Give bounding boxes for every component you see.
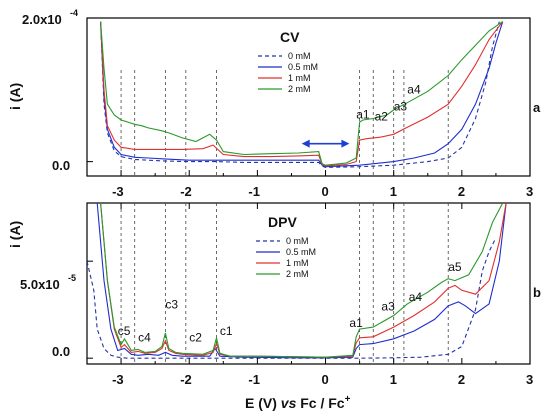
arrow-head-right [341,139,350,148]
x-tick-label: -3 [112,372,124,387]
x-tick-label: 1 [390,372,397,387]
axis-ticks [86,17,531,364]
panel-b-frame [86,202,531,365]
peak-label-a1: a1 [356,108,370,122]
shared-xtick-labels: -3 -2 -1 0 1 2 3 [112,184,533,199]
scan-direction-arrow [301,139,350,148]
panel-a-ytick-top-exponent: -4 [70,8,78,18]
x-tick-label: -1 [248,184,260,199]
legend-label: 1 mM [288,73,311,83]
series-line-1-mm [100,21,504,167]
legend-label: 2 mM [286,269,309,279]
series-line-2-mm [100,203,504,358]
panel-a-ytick-zero: 0.0 [52,158,70,173]
panel-b-annotations: c5 c4 c3 c2 c1 a1 a3 a4 a5 [118,260,462,345]
panel-b-title: DPV [268,214,297,230]
panel-a-legend: 0 mM0.5 mM1 mM2 mM [258,51,318,94]
peak-label-c5: c5 [118,324,131,338]
x-tick-label: 0 [322,372,329,387]
x-tick-label: 3 [526,372,533,387]
panel-b-ylabel: i (A) [7,221,23,248]
peak-guide-lines [120,70,449,364]
panel-b-legend: 0 mM0.5 mM1 mM2 mM [256,236,316,279]
bottom-xtick-labels: -3 -2 -1 0 1 2 3 [112,372,533,387]
series-line-0-mm [100,21,500,168]
peak-label-a4: a4 [409,290,423,304]
panel-a-series [100,21,504,168]
peak-label-c4: c4 [138,331,151,345]
legend-label: 0.5 mM [288,62,318,72]
x-tick-label: 3 [526,184,533,199]
peak-label-a4: a4 [407,82,421,96]
series-line-0.5-mm [100,21,504,168]
panel-b-ytick-top: 5.0x10 [20,277,60,292]
panel-a-frame [86,17,531,177]
x-tick-label: 2 [458,372,465,387]
legend-label: 2 mM [288,84,311,94]
panel-b-ytick-top-exponent: -5 [68,273,76,283]
panel-a-ytick-top: 2.0x10 [22,12,62,27]
peak-label-a2: a2 [375,110,389,124]
legend-label: 0.5 mM [286,247,316,257]
panel-a-annotations: a1 a2 a3 a4 [356,82,421,123]
panel-b-series [87,203,507,359]
arrow-head-left [301,139,310,148]
panel-a-ylabel: i (A) [7,83,23,110]
x-tick-label: 2 [458,184,465,199]
legend-label: 0 mM [288,51,311,61]
x-tick-label: 1 [390,184,397,199]
legend-label: 0 mM [286,236,309,246]
peak-label-c2: c2 [189,331,202,345]
panel-a-letter: a [533,100,541,115]
panel-b-letter: b [533,285,541,300]
panel-a-title: CV [280,29,300,45]
peak-label-a3: a3 [381,300,395,314]
x-tick-label: -3 [112,184,124,199]
series-line-0.5-mm [96,203,507,359]
legend-label: 1 mM [286,258,309,268]
series-line-2-mm [100,21,504,166]
series-line-1-mm [100,203,507,358]
series-line-0-mm [87,237,497,359]
peak-label-c3: c3 [165,298,178,312]
peak-label-a5: a5 [448,260,462,274]
x-tick-label: -2 [180,372,192,387]
x-tick-label: 0 [322,184,329,199]
x-axis-label: E (V) vs Fc / Fc+ [245,394,351,411]
peak-label-a3: a3 [394,100,408,114]
x-tick-label: -2 [180,184,192,199]
x-tick-label: -1 [248,372,260,387]
peak-label-a1: a1 [349,316,363,330]
peak-label-c1: c1 [220,324,233,338]
panel-b-ytick-zero: 0.0 [52,344,70,359]
